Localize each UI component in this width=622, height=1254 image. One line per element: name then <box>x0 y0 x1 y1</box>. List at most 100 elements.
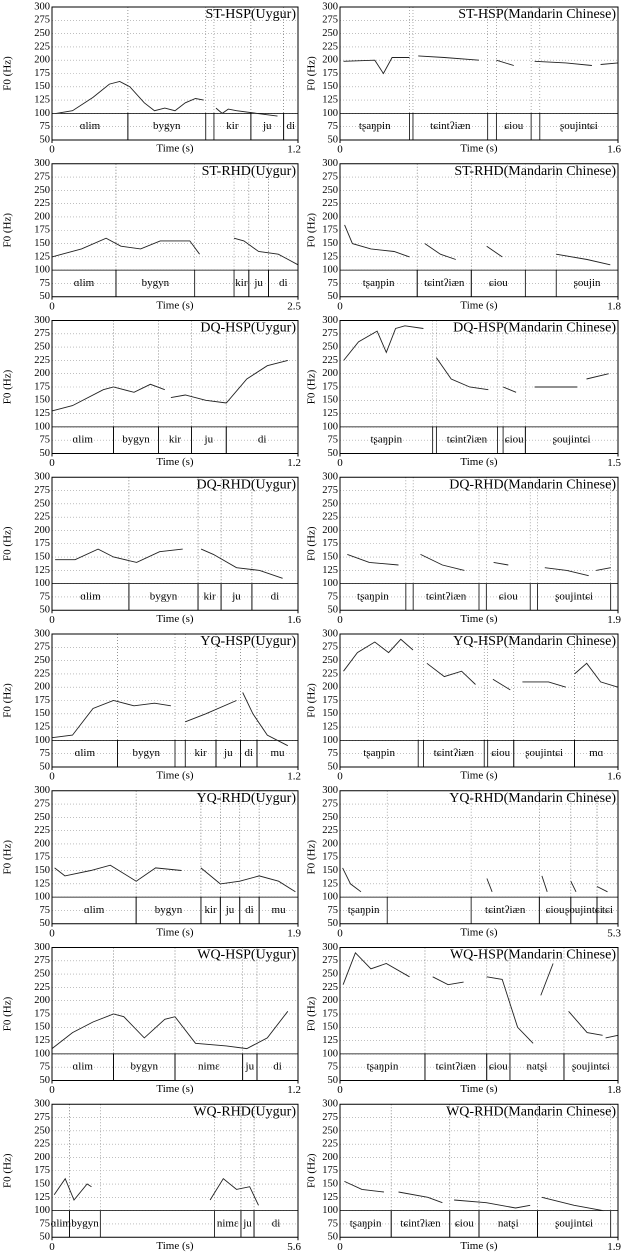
plot-frame <box>339 476 619 611</box>
segment-label: ʂoujin <box>574 277 601 289</box>
y-tick-label: 50 <box>328 918 339 929</box>
y-tick-label: 175 <box>34 852 50 863</box>
f0-contour <box>343 55 619 75</box>
plot-frame <box>339 6 619 141</box>
y-tick-label: 225 <box>34 198 50 209</box>
segment-label: nimɛ <box>198 1061 220 1073</box>
y-tick-label: 175 <box>322 68 338 79</box>
segment-label: ju <box>231 590 241 602</box>
y-tick-label: 250 <box>34 812 50 823</box>
y-tick-label: 250 <box>34 1125 50 1136</box>
y-tick-label: 175 <box>322 381 338 392</box>
panel-title: DQ-RHD(Mandarin Chinese) <box>449 477 616 492</box>
x-tick-label: 2.5 <box>287 300 301 312</box>
segment-label: tɕintʔiæn <box>426 590 467 602</box>
x-axis-label: Time (s) <box>460 613 498 625</box>
segment-label: tʂaŋpin <box>367 1061 399 1073</box>
y-axis-label: F0 (Hz) <box>306 1153 318 1188</box>
y-tick-label: 300 <box>34 942 50 953</box>
y-tick-label: 225 <box>34 982 50 993</box>
segment-label: ɕiou <box>499 590 518 602</box>
y-tick-label: 150 <box>34 395 50 406</box>
y-tick-label: 150 <box>34 238 50 249</box>
y-tick-label: 100 <box>322 1205 338 1216</box>
segment-label: ʂoujintɕi <box>555 1217 593 1229</box>
segment-label: ɑlim <box>84 904 105 916</box>
f0-contour <box>55 548 283 579</box>
y-tick-label: 225 <box>34 668 50 679</box>
y-tick-label: 275 <box>34 485 50 496</box>
segment-label: tʂaŋpin <box>363 277 395 289</box>
x-axis-label: Time (s) <box>460 926 498 938</box>
y-tick-label: 200 <box>322 1152 338 1163</box>
y-tick-label: 150 <box>322 395 338 406</box>
y-tick-label: 200 <box>322 838 338 849</box>
y-tick-label: 150 <box>34 551 50 562</box>
x-tick-label: 0 <box>337 300 343 312</box>
plot-frame <box>51 633 299 768</box>
panel-title: WQ-HSP(Uygur) <box>197 948 296 963</box>
segment-label: di <box>279 277 288 289</box>
y-tick-label: 300 <box>34 1099 50 1110</box>
segment-label: di <box>258 434 267 446</box>
segment-label: natʂi <box>527 1061 548 1073</box>
segment-label: tʂaŋpin <box>370 434 402 446</box>
y-tick-label: 100 <box>34 578 50 589</box>
y-tick-label: 300 <box>322 1 338 12</box>
y-tick-label: 300 <box>322 1099 338 1110</box>
segment-label: bygyn <box>155 904 183 916</box>
plot-frame <box>51 320 299 454</box>
segment-label: natʂi <box>498 1217 519 1229</box>
segment-label: kir <box>195 747 208 759</box>
segment-label: ju <box>253 277 263 289</box>
y-tick-label: 225 <box>322 1139 338 1150</box>
plot-frame <box>51 790 299 925</box>
segment-label: ju <box>223 747 233 759</box>
y-tick-label: 225 <box>322 198 338 209</box>
x-tick-label: 1.6 <box>607 771 621 783</box>
y-tick-label: 250 <box>322 1125 338 1136</box>
y-tick-label: 125 <box>322 1192 338 1203</box>
segment-label: bygyn <box>153 120 181 132</box>
y-tick-label: 200 <box>322 211 338 222</box>
y-tick-label: 175 <box>322 695 338 706</box>
x-tick-label: 0 <box>49 614 55 626</box>
y-tick-label: 200 <box>34 995 50 1006</box>
y-tick-label: 75 <box>328 121 339 132</box>
y-tick-label: 175 <box>34 695 50 706</box>
panel-title: ST-RHD(Uygur) <box>202 164 297 179</box>
x-tick-label: 1.2 <box>287 771 301 783</box>
y-tick-label: 300 <box>34 315 50 326</box>
y-tick-label: 300 <box>322 628 338 639</box>
y-tick-label: 50 <box>40 448 51 459</box>
segment-label: ɑlim <box>51 1217 72 1229</box>
segment-label: bygyn <box>71 1217 99 1229</box>
y-tick-label: 125 <box>34 1035 50 1046</box>
f0-contour <box>51 1011 289 1050</box>
y-tick-label: 200 <box>322 525 338 536</box>
y-tick-label: 175 <box>34 1165 50 1176</box>
y-tick-label: 200 <box>34 525 50 536</box>
y-tick-label: 175 <box>322 852 338 863</box>
x-tick-label: 1.6 <box>287 614 301 626</box>
y-tick-label: 75 <box>40 121 51 132</box>
segment-label: kir <box>226 120 239 132</box>
y-tick-label: 250 <box>322 342 338 353</box>
y-tick-label: 300 <box>34 628 50 639</box>
segment-label: di <box>271 590 280 602</box>
y-tick-label: 100 <box>34 108 50 119</box>
y-axis-label: F0 (Hz) <box>2 369 14 404</box>
y-tick-label: 250 <box>322 185 338 196</box>
y-tick-label: 125 <box>34 95 50 106</box>
plot-frame <box>51 947 299 1081</box>
panel-title: WQ-HSP(Mandarin Chinese) <box>450 948 616 963</box>
y-tick-label: 225 <box>322 41 338 52</box>
y-tick-label: 125 <box>322 878 338 889</box>
plot-frame <box>339 947 619 1081</box>
y-tick-label: 225 <box>322 512 338 523</box>
y-tick-label: 100 <box>34 265 50 276</box>
panel-title: DQ-HSP(Mandarin Chinese) <box>453 321 616 336</box>
y-tick-label: 250 <box>322 655 338 666</box>
y-tick-label: 200 <box>34 1152 50 1163</box>
